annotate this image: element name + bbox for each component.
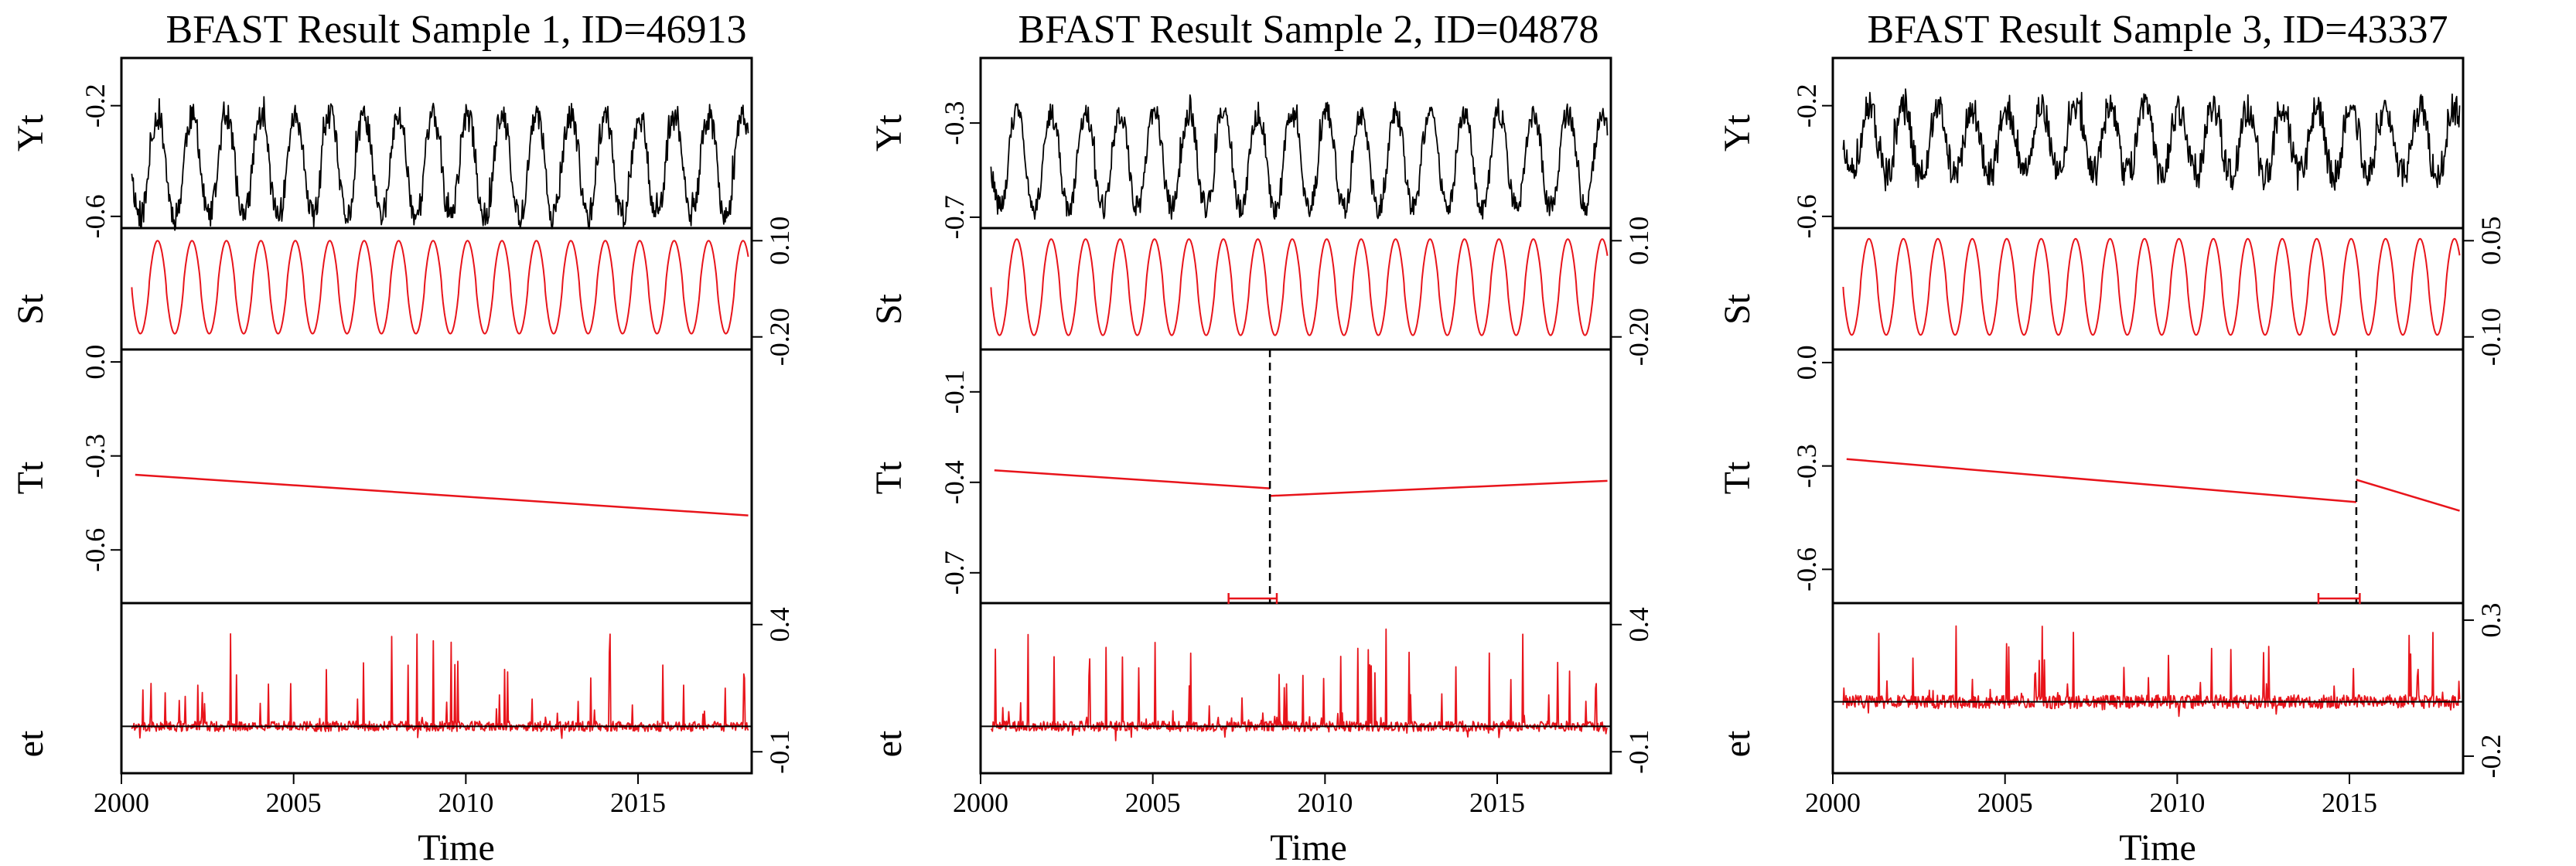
- y-tick-label: -0.2: [2475, 734, 2506, 778]
- chart-title: BFAST Result Sample 3, ID=43337: [1867, 8, 2448, 52]
- panel-label-tt: Tt: [868, 461, 909, 494]
- x-axis-title: Time: [1270, 827, 1347, 866]
- yt-series-line: [990, 94, 1609, 220]
- y-tick-label: -0.20: [764, 308, 795, 366]
- y-tick-label: -0.3: [1791, 444, 1822, 488]
- y-tick-label: -0.6: [80, 194, 111, 238]
- y-tick-label: -0.3: [939, 101, 970, 145]
- y-tick-label: 0.05: [2475, 216, 2506, 265]
- panel-label-yt: Yt: [10, 114, 51, 152]
- y-tick-label: -0.2: [80, 84, 111, 128]
- panel-label-tt: Tt: [1717, 461, 1758, 494]
- y-tick-label: 0.4: [764, 607, 795, 642]
- y-tick-label: -0.6: [80, 528, 111, 572]
- y-tick-label: -0.4: [939, 460, 970, 504]
- y-tick-label: 0.10: [764, 216, 795, 265]
- trend-segment: [994, 469, 1271, 489]
- y-tick-label: -0.2: [1791, 84, 1822, 128]
- et-series-line: [1842, 625, 2461, 718]
- st-series-line: [1842, 237, 2461, 336]
- panel-label-et: et: [1717, 730, 1758, 757]
- st-series-line: [131, 240, 749, 335]
- panel-label-yt: Yt: [1717, 114, 1758, 152]
- trend-segment: [135, 473, 749, 517]
- panel-label-et: et: [10, 730, 51, 757]
- panel-label-st: St: [1717, 293, 1758, 325]
- x-axis-title: Time: [2119, 827, 2196, 866]
- yt-series-line: [131, 96, 749, 231]
- y-tick-label: 0.3: [2475, 603, 2506, 638]
- trend-segment: [2356, 479, 2460, 512]
- x-tick-label: 2000: [1805, 787, 1861, 818]
- y-tick-label: -0.3: [80, 434, 111, 478]
- et-series-line: [131, 632, 749, 739]
- bfast-chart-3: BFAST Result Sample 3, ID=43337 Yt St Tt…: [1717, 8, 2506, 866]
- x-tick-label: 2005: [1977, 787, 2033, 818]
- panel-label-et: et: [868, 730, 909, 757]
- x-axis-title: Time: [418, 827, 495, 866]
- bfast-chart-1: BFAST Result Sample 1, ID=46913 Yt St Tt…: [10, 8, 795, 866]
- y-tick-label: 0.10: [1623, 216, 1654, 265]
- et-series-line: [990, 628, 1609, 742]
- panel-label-tt: Tt: [10, 461, 51, 494]
- panel-label-yt: Yt: [868, 114, 909, 152]
- plot-frame: [1831, 56, 2465, 775]
- x-tick-label: 2015: [610, 787, 666, 818]
- panel-label-st: St: [868, 293, 909, 325]
- y-tick-label: -0.7: [939, 195, 970, 239]
- y-tick-label: -0.6: [1791, 547, 1822, 592]
- y-tick-label: 0.0: [80, 345, 111, 380]
- x-tick-label: 2015: [2322, 787, 2377, 818]
- x-tick-label: 2005: [1125, 787, 1181, 818]
- chart-title: BFAST Result Sample 2, ID=04878: [1018, 8, 1598, 52]
- y-tick-label: 0.4: [1623, 607, 1654, 642]
- plot-frame: [120, 56, 753, 775]
- st-series-line: [990, 238, 1609, 336]
- y-tick-label: -0.6: [1791, 194, 1822, 238]
- y-tick-label: -0.7: [939, 551, 970, 595]
- x-tick-label: 2005: [266, 787, 322, 818]
- y-tick-label: -0.1: [939, 370, 970, 414]
- bfast-chart-2: BFAST Result Sample 2, ID=04878 Yt St Tt…: [868, 8, 1654, 866]
- panel-label-st: St: [10, 293, 51, 325]
- y-tick-label: -0.10: [2475, 308, 2506, 366]
- y-tick-label: -0.20: [1623, 308, 1654, 366]
- x-tick-label: 2010: [1297, 787, 1353, 818]
- x-tick-label: 2010: [438, 787, 493, 818]
- y-tick-label: 0.0: [1791, 345, 1822, 380]
- chart-title: BFAST Result Sample 1, ID=46913: [165, 8, 746, 52]
- x-tick-label: 2010: [2149, 787, 2205, 818]
- x-tick-label: 2000: [94, 787, 149, 818]
- yt-series-line: [1842, 88, 2461, 192]
- y-tick-label: -0.1: [1623, 730, 1654, 774]
- trend-segment: [1846, 458, 2357, 503]
- plot-frame: [979, 56, 1612, 775]
- y-tick-label: -0.1: [764, 730, 795, 774]
- x-tick-label: 2015: [1469, 787, 1525, 818]
- trend-segment: [1270, 479, 1608, 497]
- x-tick-label: 2000: [953, 787, 1008, 818]
